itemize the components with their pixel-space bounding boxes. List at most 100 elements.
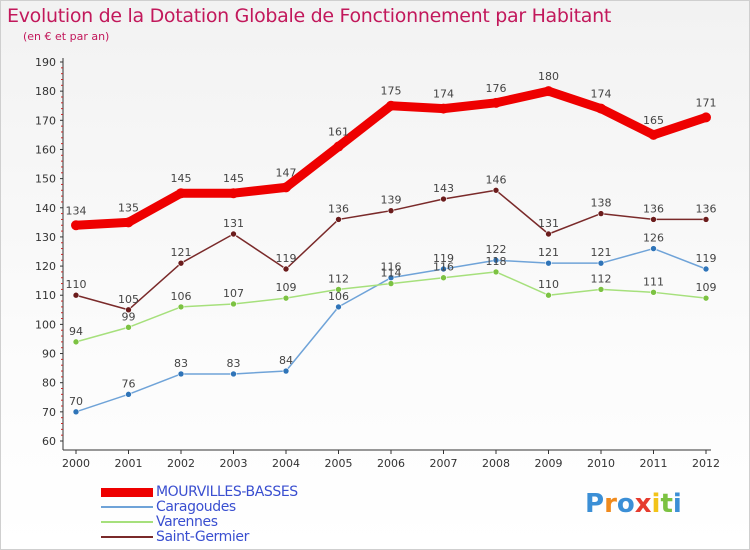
data-point-saint-germier <box>387 207 395 214</box>
data-label-varennes: 107 <box>223 287 244 300</box>
legend-swatch <box>101 536 153 538</box>
data-point-saint-germier <box>282 265 290 273</box>
data-label-varennes: 109 <box>276 281 297 294</box>
data-label-caragoudes: 121 <box>591 246 612 259</box>
y-tick-label: 100 <box>35 318 56 331</box>
data-point-varennes <box>650 289 657 296</box>
data-label-mourvilles-basses: 145 <box>171 172 192 185</box>
x-tick-label: 2002 <box>167 457 195 470</box>
data-label-mourvilles-basses: 165 <box>643 114 664 127</box>
data-label-saint-germier: 143 <box>433 182 454 195</box>
logo-letter: i <box>651 489 661 519</box>
data-point-mourvilles-basses <box>543 86 554 97</box>
data-point-caragoudes <box>702 265 710 273</box>
data-point-caragoudes <box>440 265 447 273</box>
data-point-saint-germier <box>230 230 237 238</box>
y-tick-label: 160 <box>35 143 56 156</box>
x-tick-label: 2010 <box>587 457 615 470</box>
data-label-caragoudes: 119 <box>696 252 717 265</box>
data-point-saint-germier <box>597 210 605 217</box>
x-tick-label: 2012 <box>692 457 720 470</box>
y-tick-label: 130 <box>35 231 56 244</box>
data-point-varennes <box>230 300 237 308</box>
data-label-mourvilles-basses: 171 <box>696 96 717 109</box>
data-label-varennes: 111 <box>643 275 664 288</box>
data-label-varennes: 116 <box>433 261 454 274</box>
data-label-varennes: 110 <box>538 278 559 291</box>
legend-label: MOURVILLES-BASSES <box>156 484 298 500</box>
data-label-mourvilles-basses: 175 <box>381 85 402 98</box>
data-point-caragoudes <box>125 391 132 398</box>
data-point-varennes <box>387 280 395 287</box>
data-point-mourvilles-basses <box>176 188 186 199</box>
data-point-saint-germier <box>702 216 710 223</box>
data-label-varennes: 112 <box>591 272 612 285</box>
data-label-saint-germier: 121 <box>171 246 192 259</box>
data-label-mourvilles-basses: 135 <box>118 201 139 214</box>
data-point-mourvilles-basses <box>123 217 134 228</box>
data-point-mourvilles-basses <box>281 182 291 193</box>
data-point-mourvilles-basses <box>491 97 501 108</box>
data-point-varennes <box>177 303 185 311</box>
legend-label: Varennes <box>156 514 218 530</box>
chart-title: Evolution de la Dotation Globale de Fonc… <box>7 5 612 27</box>
data-label-mourvilles-basses: 145 <box>223 172 244 185</box>
data-label-caragoudes: 83 <box>227 357 241 370</box>
data-point-varennes <box>492 268 500 276</box>
data-point-saint-germier <box>125 306 132 314</box>
logo-letter: i <box>672 489 682 519</box>
data-label-saint-germier: 119 <box>276 252 297 265</box>
y-tick-label: 90 <box>42 348 56 361</box>
x-tick-label: 2008 <box>482 457 510 470</box>
data-point-mourvilles-basses <box>228 188 239 199</box>
data-label-mourvilles-basses: 134 <box>66 204 87 217</box>
y-tick-label: 190 <box>35 56 56 69</box>
data-label-varennes: 94 <box>69 325 83 338</box>
data-point-caragoudes <box>597 259 605 267</box>
data-label-caragoudes: 126 <box>643 232 664 245</box>
data-point-mourvilles-basses <box>333 141 344 152</box>
data-point-mourvilles-basses <box>701 112 711 123</box>
data-point-caragoudes <box>492 256 500 264</box>
logo-letter: t <box>660 489 673 519</box>
data-label-mourvilles-basses: 176 <box>486 82 507 95</box>
y-tick-label: 180 <box>35 85 56 98</box>
data-point-caragoudes <box>545 259 552 267</box>
data-point-saint-germier <box>72 291 80 299</box>
data-point-caragoudes <box>650 245 657 252</box>
data-label-saint-germier: 105 <box>118 293 139 306</box>
data-point-mourvilles-basses <box>386 100 396 111</box>
x-tick-label: 2001 <box>115 457 143 470</box>
data-point-varennes <box>545 291 552 299</box>
legend-swatch <box>101 487 153 497</box>
data-point-varennes <box>335 286 342 293</box>
y-tick-label: 150 <box>35 173 56 186</box>
data-point-varennes <box>282 294 290 302</box>
legend-swatch <box>101 521 153 523</box>
data-label-caragoudes: 119 <box>433 252 454 265</box>
x-tick-label: 2007 <box>430 457 458 470</box>
data-label-caragoudes: 106 <box>328 290 349 303</box>
data-point-varennes <box>125 323 132 331</box>
data-point-saint-germier <box>492 186 500 194</box>
y-tick-label: 60 <box>42 435 56 448</box>
data-label-saint-germier: 146 <box>486 173 507 186</box>
data-point-caragoudes <box>335 303 342 311</box>
x-tick-label: 2009 <box>535 457 563 470</box>
data-point-mourvilles-basses <box>71 220 81 231</box>
data-point-varennes <box>702 294 710 302</box>
data-label-varennes: 109 <box>696 281 717 294</box>
y-tick-label: 140 <box>35 202 56 215</box>
y-tick-label: 110 <box>35 289 56 302</box>
data-point-saint-germier <box>177 259 185 267</box>
data-point-caragoudes <box>72 408 80 416</box>
data-label-saint-germier: 138 <box>591 197 612 210</box>
data-label-caragoudes: 84 <box>279 354 293 367</box>
x-tick-label: 2003 <box>220 457 248 470</box>
x-tick-label: 2006 <box>377 457 405 470</box>
data-point-varennes <box>597 286 605 293</box>
legend-swatch <box>101 506 153 508</box>
x-tick-label: 2004 <box>272 457 300 470</box>
chart-subtitle: (en € et par an) <box>23 30 110 43</box>
